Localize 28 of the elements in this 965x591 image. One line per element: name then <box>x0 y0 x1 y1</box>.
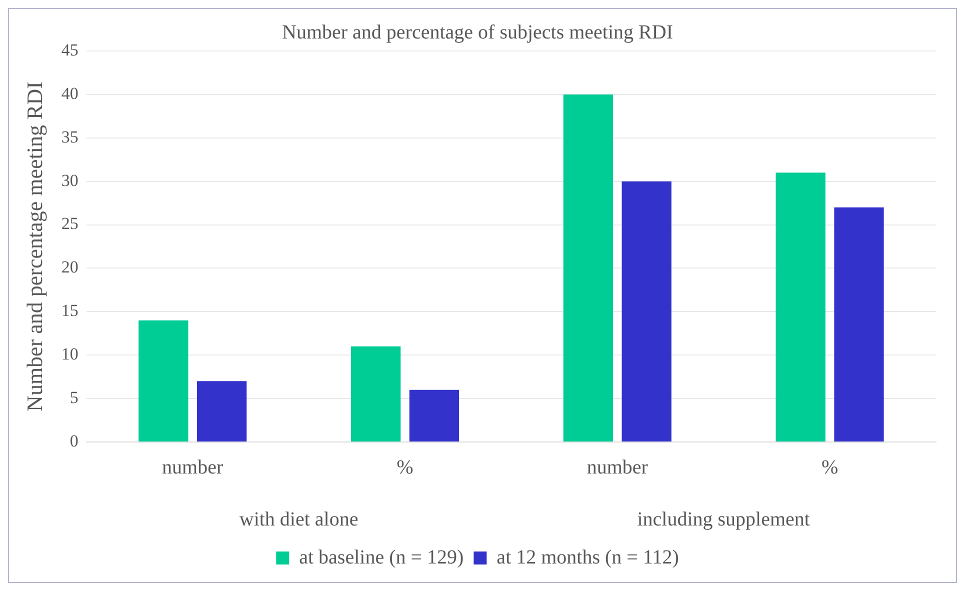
y-axis-title: Number and percentage meeting RDI <box>22 82 47 412</box>
y-tick-label: 25 <box>61 214 78 234</box>
legend-label: at 12 months (n = 112) <box>496 546 679 568</box>
y-tick-label: 5 <box>70 388 78 408</box>
bar <box>622 181 672 442</box>
x-tick-label: % <box>396 456 414 478</box>
y-tick-label: 35 <box>61 127 78 146</box>
text: including supplement <box>637 508 810 530</box>
x-tick-label: number <box>162 456 224 478</box>
y-tick-label: 40 <box>61 84 78 103</box>
y-tick-label: 0 <box>70 431 78 450</box>
bar <box>196 381 247 442</box>
bar <box>350 346 401 442</box>
chart-title: Number and percentage of subjects meeting RDI <box>282 21 673 44</box>
bar <box>776 172 826 442</box>
y-tick-label: 10 <box>61 344 78 364</box>
text: with diet alone <box>239 508 358 530</box>
y-tick-label: 15 <box>61 301 78 320</box>
y-tick-label: 45 <box>61 40 78 60</box>
y-tick-label: 20 <box>61 258 78 277</box>
bar <box>409 390 460 442</box>
bar <box>834 207 884 442</box>
y-tick-label: 30 <box>61 170 78 190</box>
bar <box>138 320 188 442</box>
x-tick-label: % <box>821 456 838 478</box>
x-tick-label: number <box>586 456 648 478</box>
legend-label: at baseline (n = 129) <box>299 546 464 568</box>
bar <box>563 94 614 442</box>
